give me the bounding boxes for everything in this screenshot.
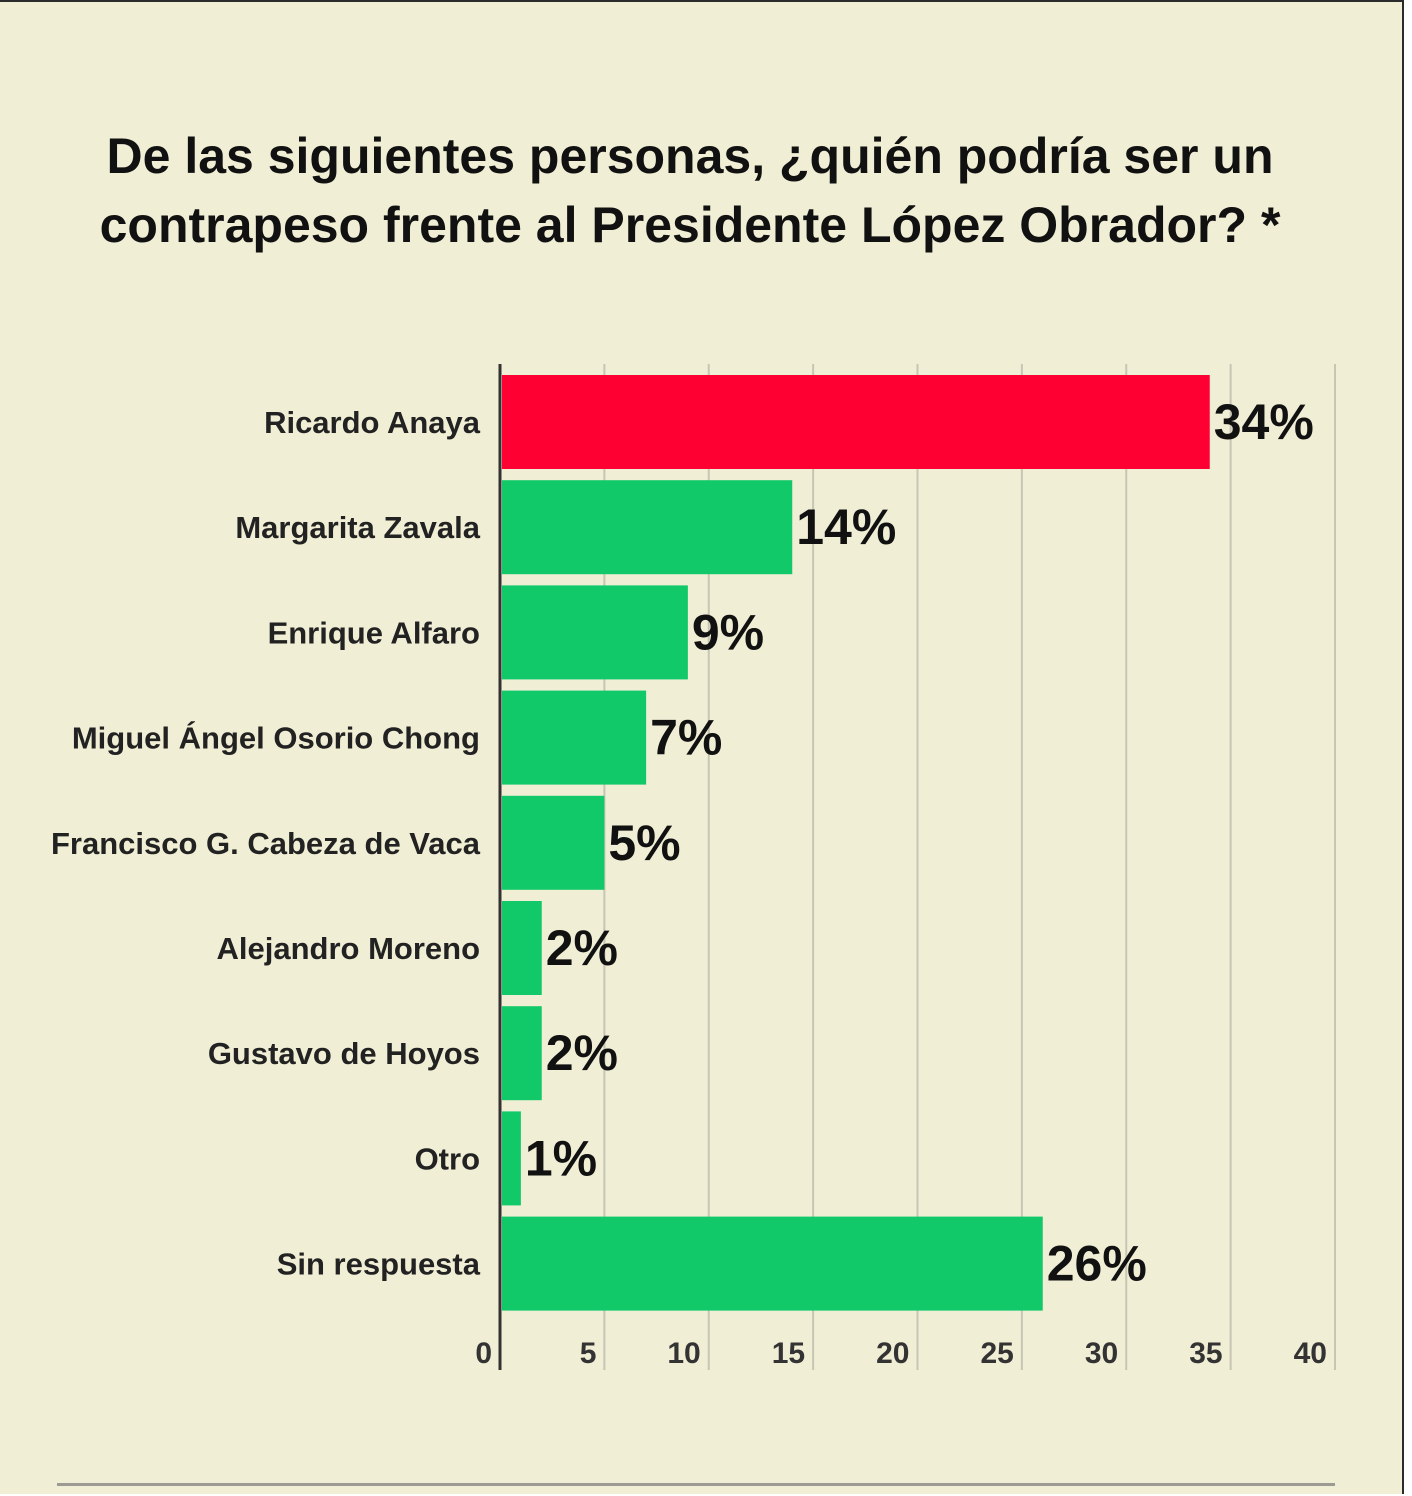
x-tick-label: 15	[772, 1337, 805, 1370]
x-axis-ticks: 0 5 10 15 20 25 30 35 40	[475, 1337, 1327, 1370]
x-tick-label: 0	[475, 1337, 492, 1370]
category-label: Enrique Alfaro	[268, 615, 480, 650]
value-label: 14%	[796, 499, 896, 555]
value-label: 1%	[525, 1130, 597, 1186]
gridlines	[603, 364, 1336, 1370]
category-label: Sin respuesta	[277, 1247, 481, 1282]
value-label: 26%	[1047, 1236, 1147, 1292]
x-tick-label: 20	[876, 1337, 909, 1370]
value-label: 7%	[650, 710, 722, 766]
x-tick-label: 35	[1189, 1337, 1222, 1370]
value-label: 5%	[608, 815, 680, 871]
category-labels: Ricardo Anaya Margarita Zavala Enrique Alf…	[51, 405, 481, 1282]
category-label: Alejandro Moreno	[216, 931, 480, 966]
bar	[502, 480, 793, 575]
category-label: Gustavo de Hoyos	[208, 1036, 480, 1071]
x-tick-label: 10	[667, 1337, 700, 1370]
category-label: Otro	[415, 1141, 480, 1176]
value-label: 2%	[546, 1025, 618, 1081]
category-label: Francisco G. Cabeza de Vaca	[51, 826, 481, 861]
bar	[502, 375, 1210, 469]
bar	[502, 690, 647, 785]
value-labels: 34% 14% 9% 7% 5% 2% 2% 1% 26%	[525, 394, 1314, 1292]
category-label: Margarita Zavala	[235, 510, 480, 545]
bar	[502, 1216, 1043, 1311]
bar	[502, 585, 688, 680]
x-tick-label: 30	[1085, 1337, 1118, 1370]
bar	[502, 1111, 521, 1206]
footer-divider	[57, 1483, 1335, 1486]
x-tick-label: 5	[580, 1337, 597, 1370]
bars	[502, 375, 1210, 1311]
x-tick-label: 40	[1294, 1337, 1327, 1370]
bar	[502, 901, 542, 995]
value-label: 9%	[692, 604, 764, 660]
category-label: Ricardo Anaya	[264, 405, 481, 440]
chart-title: De las siguientes personas, ¿quién podrí…	[99, 128, 1281, 253]
value-label: 2%	[546, 920, 618, 976]
category-label: Miguel Ángel Osorio Chong	[72, 721, 480, 756]
bar	[502, 1006, 542, 1101]
value-label: 34%	[1214, 394, 1314, 450]
bar	[502, 795, 605, 890]
x-tick-label: 25	[981, 1337, 1014, 1370]
